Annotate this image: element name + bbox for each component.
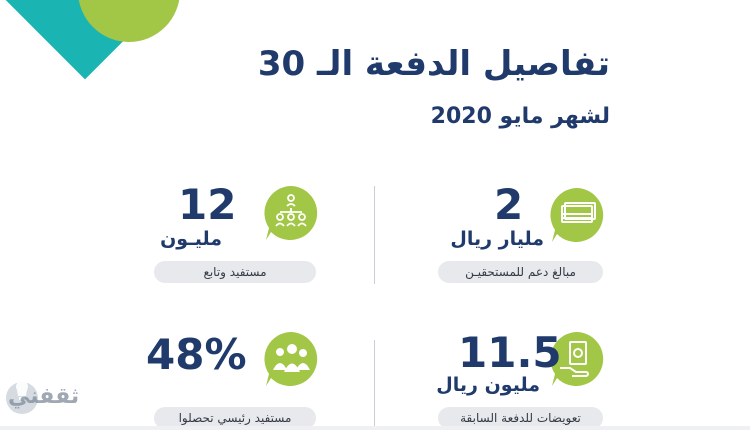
stat-number: 2 — [494, 180, 524, 229]
family-icon — [264, 332, 318, 386]
watermark-text: ثقفني — [8, 384, 80, 409]
bottom-strip — [0, 426, 750, 430]
column-divider-bottom — [374, 340, 375, 428]
lightbulb-logo-icon — [6, 380, 38, 414]
stat-label: مستفيد رئيسي تحصلوا — [154, 407, 316, 429]
stat-unit: مليـون — [160, 228, 222, 250]
people-hierarchy-icon — [264, 186, 318, 240]
column-divider-top — [374, 186, 375, 284]
stat-unit: مليون ريال — [436, 374, 540, 396]
stat-number: 11.5 — [458, 328, 562, 377]
stat-label: مستفيد وتابع — [154, 261, 316, 283]
cash-hand-icon — [550, 332, 604, 386]
star-outline-icon — [100, 0, 158, 4]
stat-number: 48% — [146, 330, 247, 379]
stat-label: مبالغ دعم للمستحقيـن — [438, 261, 603, 283]
page-title: تفاصيل الدفعة الـ 30 — [257, 44, 610, 84]
page-subtitle: لشهر مايو 2020 — [430, 104, 610, 129]
stat-unit: مليار ريال — [450, 228, 544, 250]
money-stack-icon — [550, 188, 604, 242]
stat-label: تعويضات للدفعة السابقة — [438, 407, 603, 429]
stat-number: 12 — [178, 180, 237, 229]
